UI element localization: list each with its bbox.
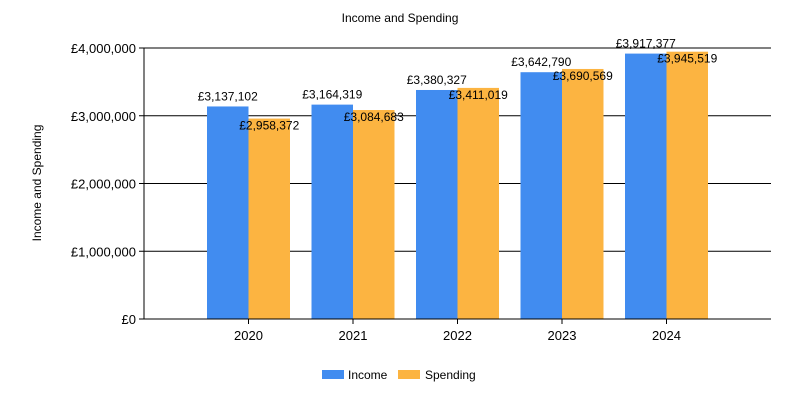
data-label: £3,164,319 — [302, 88, 362, 102]
data-label: £3,642,790 — [511, 55, 571, 69]
y-axis-title: Income and Spending — [30, 125, 44, 242]
data-label: £3,137,102 — [198, 89, 258, 103]
legend-label: Spending — [425, 368, 476, 382]
data-label: £3,380,327 — [407, 73, 467, 87]
data-label: £2,958,372 — [239, 119, 299, 133]
legend-label: Income — [348, 368, 388, 382]
y-tick-label: £3,000,000 — [71, 109, 136, 124]
y-tick-label: £4,000,000 — [71, 41, 136, 56]
legend-swatch — [322, 370, 344, 379]
bar — [311, 104, 353, 319]
bar — [248, 118, 290, 319]
bar — [666, 51, 708, 319]
bar — [353, 110, 395, 319]
legend-swatch — [398, 370, 420, 379]
y-tick-label: £2,000,000 — [71, 177, 136, 192]
x-tick-label: 2022 — [443, 328, 472, 343]
x-tick-label: 2020 — [234, 328, 263, 343]
data-labels: £3,137,102 £2,958,372 £3,164,319 £3,084,683… — [198, 37, 718, 133]
bars — [207, 51, 708, 320]
data-label: £3,084,683 — [344, 110, 404, 124]
bar — [520, 72, 562, 319]
data-label: £3,690,569 — [553, 69, 613, 83]
axes: £0 £1,000,000 £2,000,000 £3,000,000 £4,000,0… — [71, 41, 771, 343]
data-label: £3,917,377 — [616, 37, 676, 51]
x-tick-label: 2023 — [548, 328, 577, 343]
bar — [625, 53, 667, 319]
bar — [457, 87, 499, 319]
chart-title: Income and Spending — [342, 11, 459, 25]
bar — [416, 89, 458, 319]
x-tick-label: 2024 — [652, 328, 681, 343]
y-tick-label: £0 — [122, 312, 136, 327]
data-label: £3,945,519 — [657, 52, 717, 66]
legend: Income Spending — [322, 368, 476, 382]
bar — [562, 68, 604, 319]
bar — [207, 106, 249, 320]
x-tick-label: 2021 — [339, 328, 368, 343]
y-tick-label: £1,000,000 — [71, 244, 136, 259]
data-label: £3,411,019 — [449, 88, 508, 102]
